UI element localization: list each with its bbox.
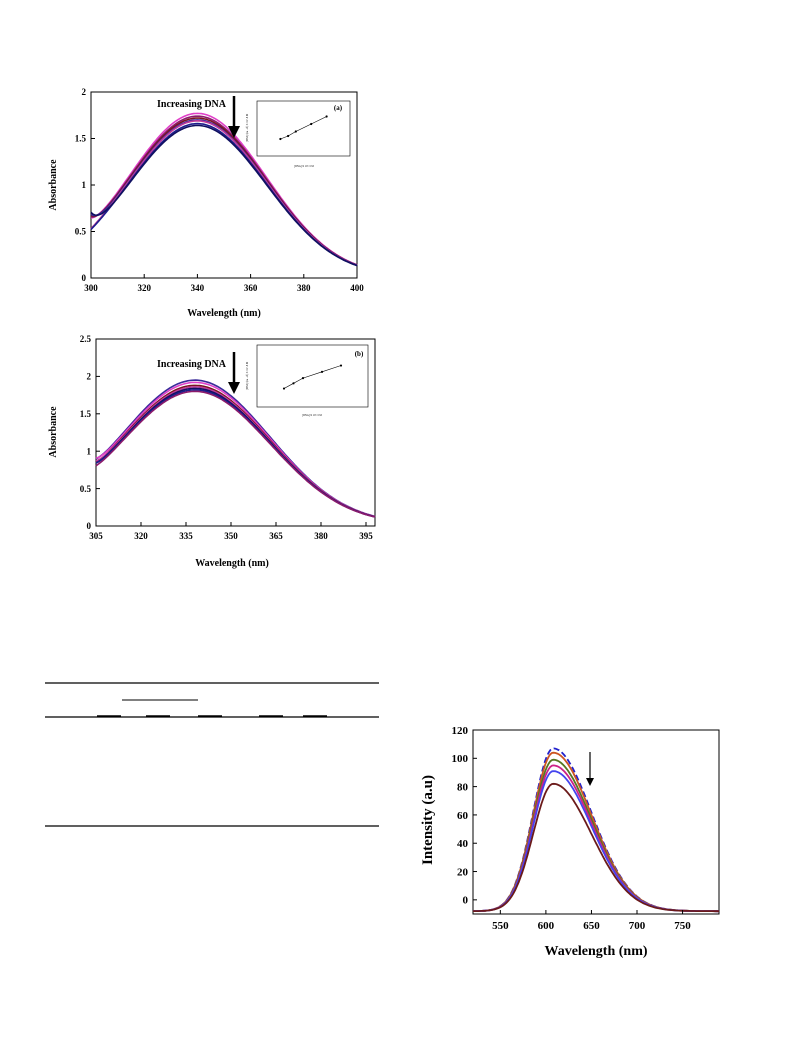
series-group-b xyxy=(95,379,376,518)
x-tick-label: 360 xyxy=(244,283,258,293)
x-tick-label: 395 xyxy=(359,531,373,541)
x-tick-label: 340 xyxy=(191,283,205,293)
y-axis-label-a: Absorbance xyxy=(48,159,59,211)
x-tick-label: 750 xyxy=(674,920,691,932)
arrow-head-a xyxy=(228,126,240,138)
inset-x-label-a: [DNA] X 10^-5 M xyxy=(294,165,314,168)
x-axis-label-c: Wavelength (nm) xyxy=(544,944,647,959)
series-line-7 xyxy=(95,390,376,518)
inset-point xyxy=(287,134,290,138)
y-tick-label: 40 xyxy=(457,838,469,850)
series-line-6 xyxy=(473,782,719,913)
inset-label-b: (b) xyxy=(355,350,364,358)
y-tick-label: 20 xyxy=(457,866,469,878)
x-tick-label: 305 xyxy=(89,531,103,541)
arrow-head-c xyxy=(586,778,594,786)
arrow-head-b xyxy=(228,382,240,394)
y-tick-label: 0 xyxy=(82,273,87,283)
series-group-c xyxy=(473,747,719,913)
y-axis-label-b: Absorbance xyxy=(48,406,59,458)
x-tick-label: 380 xyxy=(314,531,328,541)
x-tick-label: 335 xyxy=(179,531,193,541)
absorbance-chart-b: 305 320 335 350 365 380 395 0 0.5 1 1.5 2 2.5 Absorb… xyxy=(48,334,376,569)
x-tick-label: 365 xyxy=(269,531,283,541)
inset-point xyxy=(282,387,286,390)
inset-point xyxy=(301,376,305,380)
inset-point xyxy=(292,382,295,385)
x-tick-label: 300 xyxy=(84,283,98,293)
inset-frame-a xyxy=(256,100,351,157)
inset-point xyxy=(325,115,328,118)
y-tick-label: 100 xyxy=(452,753,469,765)
y-tick-label: 1 xyxy=(82,180,87,190)
x-tick-label: 550 xyxy=(492,920,509,932)
inset-plot-a: (a) [DNA]/(εa - εf) X 10^-8 M [DNA] X 10… xyxy=(246,100,351,168)
x-tick-label: 350 xyxy=(224,531,238,541)
x-tick-label: 380 xyxy=(297,283,311,293)
y-tick-label: 2 xyxy=(82,87,87,97)
fluorescence-chart: 550 600 650 700 750 0 20 40 60 80 100 120 Intensity… xyxy=(420,725,720,959)
y-tick-label: 0.5 xyxy=(75,227,87,237)
axes-group-b: 305 320 335 350 365 380 395 0 0.5 1 1.5 2 2.5 xyxy=(80,334,374,541)
axes-group-c: 550 600 650 700 750 0 20 40 60 80 100 120 xyxy=(452,725,692,932)
x-tick-label: 400 xyxy=(350,283,364,293)
x-axis-label-a: Wavelength (nm) xyxy=(187,308,261,319)
y-tick-label: 1 xyxy=(87,446,92,456)
series-line-7 xyxy=(90,124,358,267)
y-tick-label: 1.5 xyxy=(80,409,92,419)
absorbance-chart-a: 300 320 340 360 380 400 0 0.5 1 1.5 2 Absorbance W… xyxy=(48,87,364,319)
inset-plot-b: (b) [DNA]/(εa - εf) X 10^-8 M [DNA] X 10… xyxy=(246,344,369,417)
y-tick-label: 1.5 xyxy=(75,134,87,144)
y-tick-label: 60 xyxy=(457,810,469,822)
inset-x-label-b: [DNA] X 10^-5 M xyxy=(302,414,322,417)
x-tick-label: 320 xyxy=(134,531,148,541)
plot-frame-c xyxy=(472,729,720,915)
x-tick-label: 600 xyxy=(538,920,555,932)
y-tick-label: 2.5 xyxy=(80,334,92,344)
inset-y-label-b: [DNA]/(εa - εf) X 10^-8 M xyxy=(246,361,249,390)
inset-point xyxy=(310,122,313,126)
plot-frame-b xyxy=(95,338,376,527)
y-axis-label-c: Intensity (a.u) xyxy=(420,775,436,865)
inset-point xyxy=(294,130,297,133)
y-tick-label: 80 xyxy=(457,781,469,793)
series-group-a xyxy=(90,112,358,267)
x-tick-label: 700 xyxy=(629,920,646,932)
axes-group-a: 300 320 340 360 380 400 0 0.5 1 1.5 2 xyxy=(75,87,365,293)
annotation-increasing-dna-a: Increasing DNA xyxy=(157,99,227,110)
y-tick-label: 0.5 xyxy=(80,484,92,494)
inset-frame-b xyxy=(256,344,369,408)
inset-label-a: (a) xyxy=(334,104,343,112)
annotation-increasing-dna-b: Increasing DNA xyxy=(157,359,227,370)
inset-y-label-a: [DNA]/(εa - εf) X 10^-8 M xyxy=(246,113,249,142)
y-tick-label: 0 xyxy=(87,521,92,531)
y-tick-label: 0 xyxy=(463,895,469,907)
y-tick-label: 2 xyxy=(87,372,92,382)
inset-point xyxy=(320,370,324,373)
inset-data-a xyxy=(279,115,328,141)
table-rules xyxy=(45,682,379,827)
inset-point xyxy=(279,137,282,141)
x-axis-label-b: Wavelength (nm) xyxy=(195,558,269,569)
y-tick-label: 120 xyxy=(452,725,469,737)
x-tick-label: 650 xyxy=(583,920,600,932)
inset-data-b xyxy=(282,364,343,390)
inset-point xyxy=(339,364,343,367)
x-tick-label: 320 xyxy=(137,283,151,293)
